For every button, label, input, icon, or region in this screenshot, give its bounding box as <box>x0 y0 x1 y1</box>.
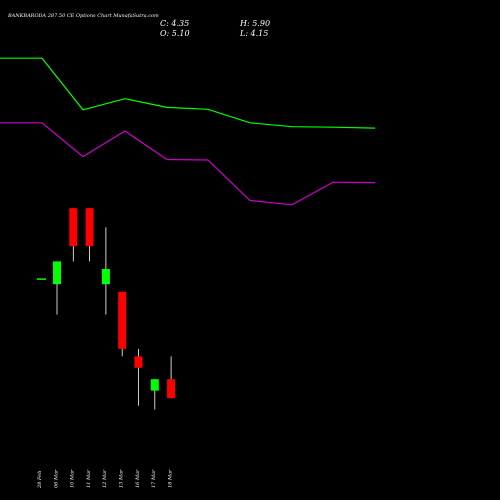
close-value: C: 4.35 <box>160 19 189 28</box>
candle-down <box>69 208 78 247</box>
candle-down <box>134 356 143 368</box>
candle-down <box>85 208 94 247</box>
candle-up <box>150 379 159 391</box>
chart-title: BANKBARODA 287.50 CE Options Chart Munaf… <box>7 13 159 19</box>
candle-up <box>101 269 110 285</box>
candle-down <box>167 379 176 399</box>
x-tick-label: 18 Mar <box>167 469 173 488</box>
open-value: O: 5.10 <box>160 29 190 38</box>
upper-indicator-line <box>0 57 376 129</box>
candle-up <box>53 261 61 285</box>
lower-indicator-line <box>0 122 376 206</box>
x-tick-label: 12 Mar <box>102 469 108 488</box>
x-axis-ticks: 28 Feb 06 Mar 10 Mar 11 Mar 12 Mar 13 Mar 16 M… <box>37 469 173 489</box>
x-tick-label: 28 Feb <box>37 471 43 489</box>
candle-down <box>118 291 127 349</box>
indicator-lines <box>0 57 376 280</box>
x-tick-label: 13 Mar <box>119 469 125 488</box>
x-tick-label: 16 Mar <box>135 469 141 488</box>
x-tick-label: 17 Mar <box>151 469 157 488</box>
x-tick-label: 10 Mar <box>70 469 76 488</box>
x-tick-label: 11 Mar <box>86 469 92 488</box>
x-tick-label: 06 Mar <box>53 469 59 488</box>
low-value: L: 4.15 <box>239 29 268 38</box>
candles <box>53 208 176 410</box>
high-value: H: 5.90 <box>239 19 270 28</box>
